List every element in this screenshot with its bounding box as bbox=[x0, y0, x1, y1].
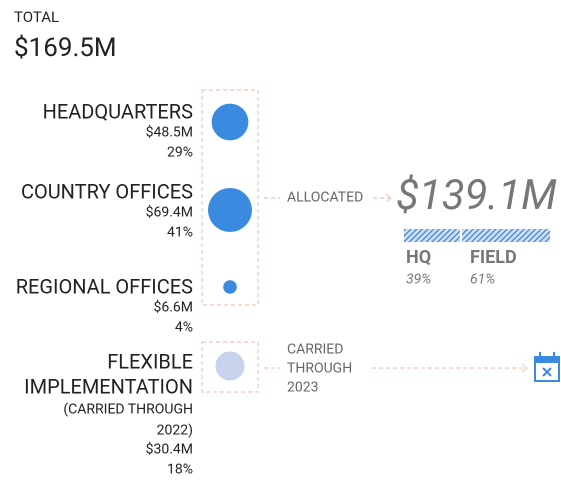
arrow-head bbox=[521, 363, 528, 373]
item-name: FLEXIBLE bbox=[107, 349, 193, 373]
arrow-head bbox=[385, 193, 392, 203]
box bbox=[201, 89, 259, 306]
bubble bbox=[211, 103, 249, 141]
total-amount: $169.5M bbox=[14, 33, 117, 63]
allocated-amount: $139.1M bbox=[396, 171, 557, 220]
split-bar bbox=[461, 229, 550, 242]
item-share: 4% bbox=[175, 320, 193, 336]
carried-label: THROUGH bbox=[287, 361, 352, 377]
box bbox=[201, 341, 259, 393]
split-name: HQ bbox=[406, 247, 431, 268]
item-share: 29% bbox=[167, 145, 193, 161]
bubble bbox=[223, 280, 237, 294]
item-name: REGIONAL OFFICES bbox=[16, 274, 193, 298]
bubble bbox=[215, 351, 245, 381]
item-note: 2022) bbox=[157, 423, 193, 439]
item-amount: $69.4M bbox=[146, 204, 193, 221]
split-share: 39% bbox=[406, 272, 431, 288]
item-share: 18% bbox=[167, 462, 193, 478]
item-name: COUNTRY OFFICES bbox=[21, 179, 193, 203]
item-name: IMPLEMENTATION bbox=[24, 374, 193, 398]
item-amount: $48.5M bbox=[146, 124, 193, 141]
split-name: FIELD bbox=[470, 247, 517, 268]
item-note: (CARRIED THROUGH bbox=[63, 402, 193, 418]
carried-label: 2023 bbox=[287, 380, 318, 396]
item-amount: $30.4M bbox=[146, 441, 193, 458]
split-bar bbox=[404, 229, 460, 242]
carried-label: CARRIED bbox=[287, 342, 343, 358]
item-name: HEADQUARTERS bbox=[43, 99, 194, 123]
split-share: 61% bbox=[470, 272, 495, 288]
allocated-label: ALLOCATED bbox=[287, 190, 363, 206]
item-share: 41% bbox=[167, 225, 193, 241]
calendar-icon bbox=[534, 352, 560, 382]
bubble bbox=[208, 188, 252, 232]
total-label: TOTAL bbox=[14, 8, 59, 26]
item-amount: $6.6M bbox=[153, 299, 193, 316]
